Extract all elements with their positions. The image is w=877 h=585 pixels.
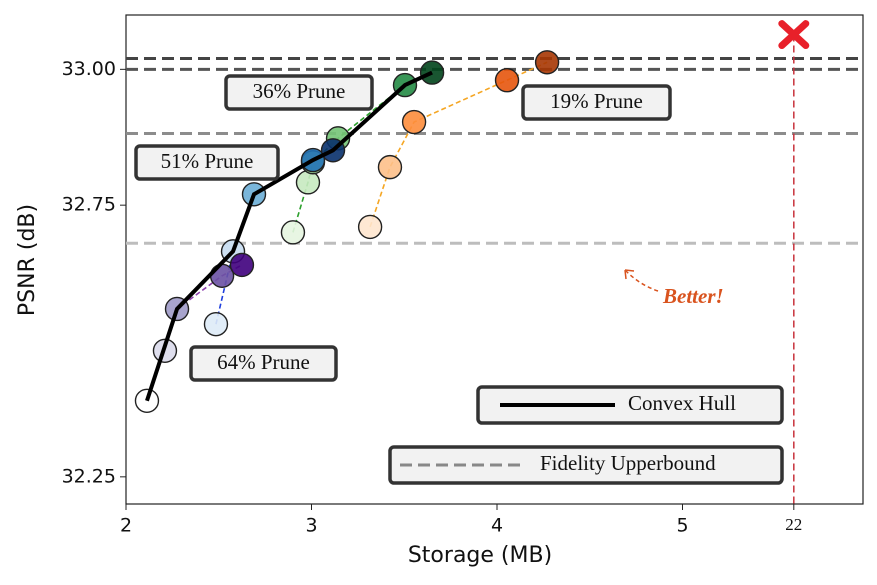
annotation: Better! <box>662 284 724 308</box>
legend-label: Fidelity Upperbound <box>540 451 716 475</box>
y-axis-label: PSNR (dB) <box>15 204 40 316</box>
legend-box <box>388 445 784 485</box>
x-tick-label: 5 <box>676 515 688 537</box>
y-tick-label: 32.25 <box>62 465 116 487</box>
data-point <box>357 214 383 240</box>
x-tick-label: 22 <box>785 515 802 534</box>
data-point <box>401 109 427 135</box>
legend-label: Convex Hull <box>628 391 736 415</box>
series-label-box <box>224 74 374 111</box>
data-point <box>229 252 255 278</box>
annotation-arrow <box>625 270 659 292</box>
data-point <box>534 50 560 75</box>
y-tick-label: 32.75 <box>62 194 116 216</box>
y-tick-label: 33.00 <box>62 58 116 80</box>
annotation-arrowhead <box>624 269 635 280</box>
series-label: 19% Prune <box>550 89 643 113</box>
series-label-box <box>189 345 338 382</box>
series-label-box <box>134 144 280 181</box>
x-tick-label: 3 <box>305 515 317 537</box>
convex-hull-line <box>145 70 433 402</box>
series-label: 36% Prune <box>253 79 346 103</box>
series-label: 64% Prune <box>217 350 310 374</box>
x-axis-label: Storage (MB) <box>408 543 552 568</box>
legend-box <box>476 385 784 425</box>
x-tick-label: 4 <box>491 515 503 537</box>
series-label-box <box>521 84 672 121</box>
data-point <box>295 170 321 195</box>
data-point <box>203 311 229 337</box>
series-label: 51% Prune <box>161 149 254 173</box>
x-tick-label: 2 <box>120 515 132 537</box>
data-point <box>377 154 403 180</box>
data-point <box>494 67 520 93</box>
plot-frame <box>125 14 864 505</box>
target-marker <box>778 20 810 50</box>
data-point <box>280 220 306 245</box>
